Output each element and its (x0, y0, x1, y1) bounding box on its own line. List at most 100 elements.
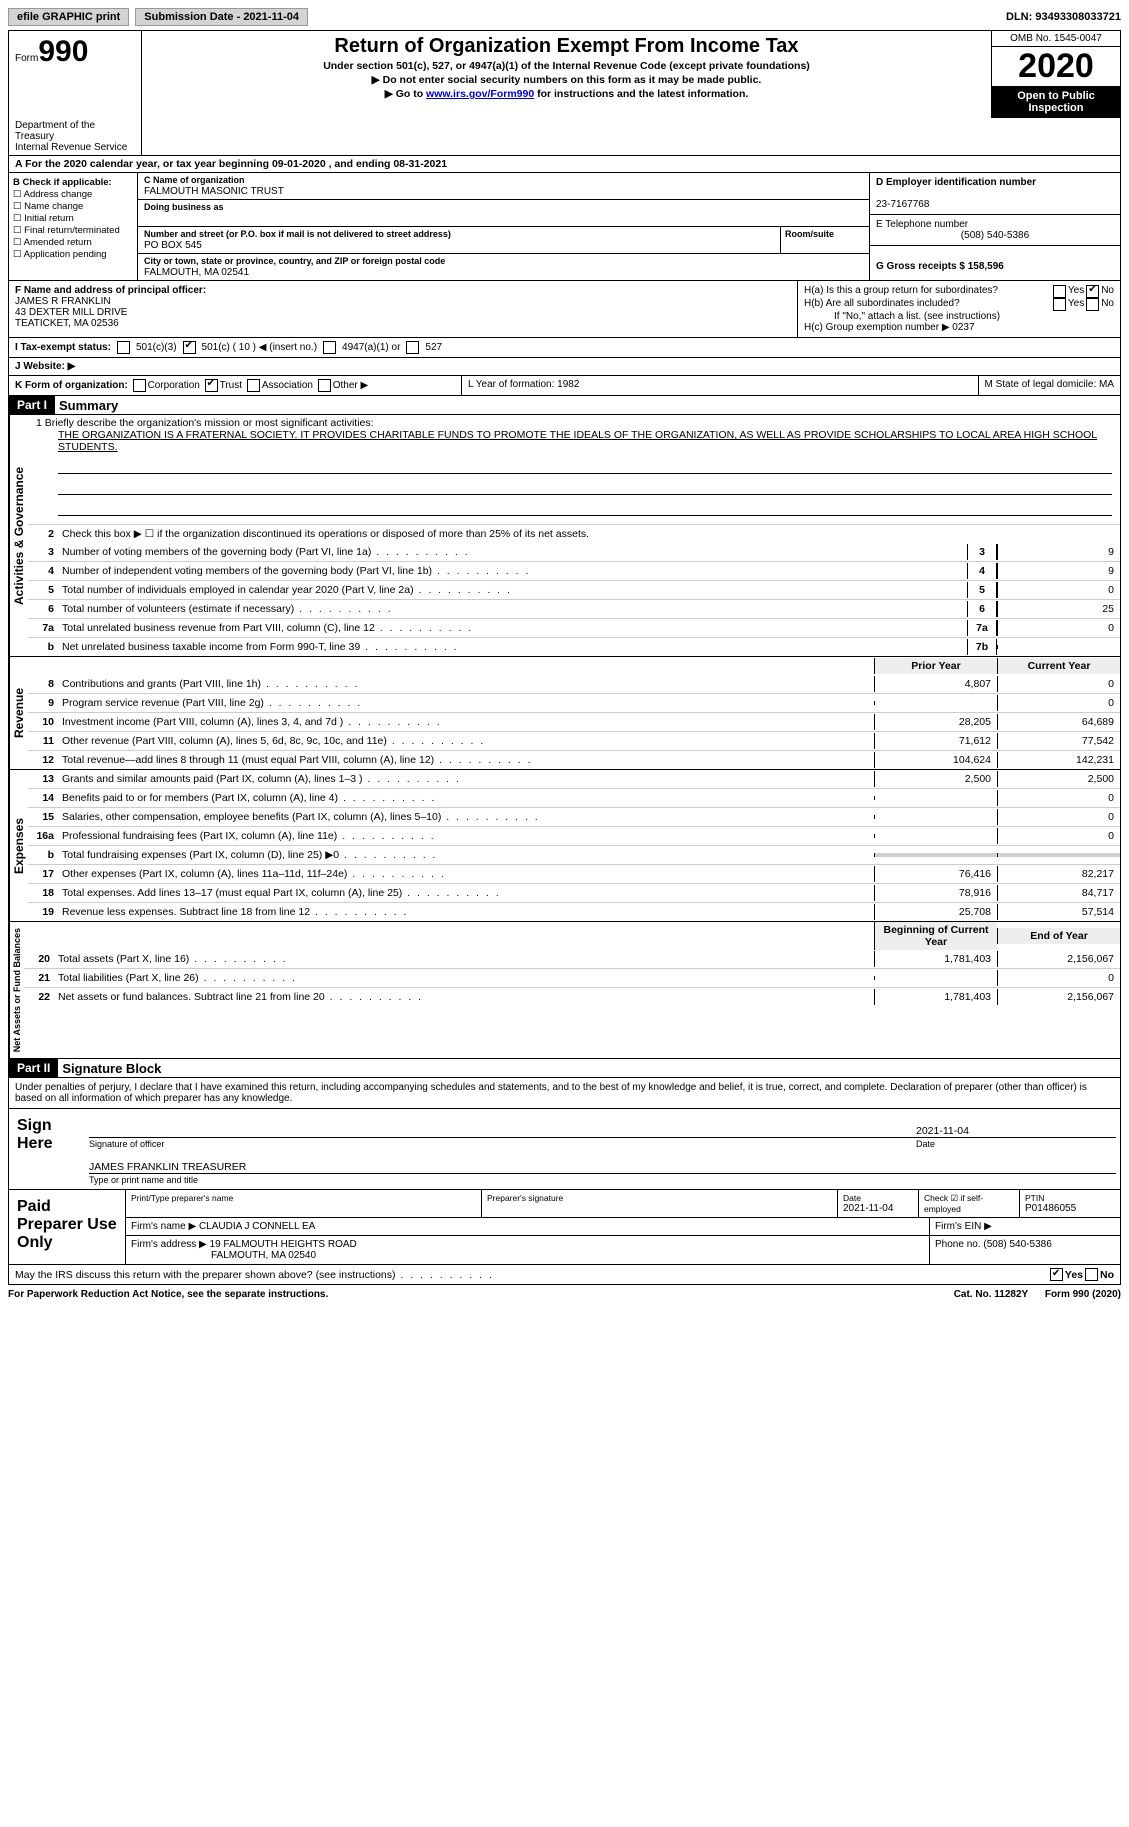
line-17: 17Other expenses (Part IX, column (A), l… (28, 864, 1120, 883)
discuss-no[interactable] (1085, 1268, 1098, 1281)
prep-ptin-cell: PTINP01486055 (1020, 1190, 1120, 1217)
subtitle-2: ▶ Do not enter social security numbers o… (146, 74, 987, 86)
hb-note: If "No," attach a list. (see instruction… (804, 311, 1114, 322)
chk-name-change[interactable]: ☐ Name change (13, 201, 133, 212)
revenue-section: Revenue Prior Year Current Year 8Contrib… (9, 656, 1120, 769)
header-info-block: B Check if applicable: ☐ Address change … (8, 173, 1121, 281)
d-label: D Employer identification number (876, 177, 1036, 188)
chk-address-change[interactable]: ☐ Address change (13, 189, 133, 200)
f-label: F Name and address of principal officer: (15, 285, 206, 296)
dln-label: DLN: 93493308033721 (1006, 11, 1121, 23)
officer-addr1: 43 DEXTER MILL DRIVE (15, 307, 127, 318)
gross-receipts: G Gross receipts $ 158,596 (876, 261, 1004, 272)
c-label: C Name of organization (144, 175, 245, 185)
line-18: 18Total expenses. Add lines 13–17 (must … (28, 883, 1120, 902)
paid-preparer-label: Paid Preparer Use Only (9, 1190, 126, 1264)
firm-name-cell: Firm's name ▶ CLAUDIA J CONNELL EA (126, 1218, 930, 1235)
footer: For Paperwork Reduction Act Notice, see … (8, 1285, 1121, 1304)
hdr-end-year: End of Year (997, 928, 1120, 944)
row-i-tax-exempt: I Tax-exempt status: 501(c)(3) 501(c) ( … (8, 338, 1121, 358)
chk-4947[interactable] (323, 341, 336, 354)
efile-print-button[interactable]: efile GRAPHIC print (8, 8, 129, 26)
net-assets-section: Net Assets or Fund Balances Beginning of… (9, 921, 1120, 1058)
line-3: 3Number of voting members of the governi… (28, 543, 1120, 561)
line-19: 19Revenue less expenses. Subtract line 1… (28, 902, 1120, 921)
hdr-prior-year: Prior Year (874, 658, 997, 674)
chk-association[interactable] (247, 379, 260, 392)
line-12: 12Total revenue—add lines 8 through 11 (… (28, 750, 1120, 769)
line-6: 6Total number of volunteers (estimate if… (28, 599, 1120, 618)
col-d-e-g: D Employer identification number 23-7167… (869, 173, 1120, 280)
firm-addr-cell: Firm's address ▶ 19 FALMOUTH HEIGHTS ROA… (126, 1236, 930, 1264)
expenses-section: Expenses 13Grants and similar amounts pa… (9, 769, 1120, 921)
chk-application-pending[interactable]: ☐ Application pending (13, 249, 133, 260)
line-b: bTotal fundraising expenses (Part IX, co… (28, 845, 1120, 864)
h-cell: H(a) Is this a group return for subordin… (798, 281, 1120, 337)
line-13: 13Grants and similar amounts paid (Part … (28, 770, 1120, 788)
part-1: Part I Summary Activities & Governance 1… (8, 396, 1121, 1059)
form-number: 990 (38, 35, 88, 68)
top-toolbar: efile GRAPHIC print Submission Date - 20… (8, 8, 1121, 26)
addr-label: Number and street (or P.O. box if mail i… (144, 229, 451, 239)
chk-final-return[interactable]: ☐ Final return/terminated (13, 225, 133, 236)
officer-cell: F Name and address of principal officer:… (9, 281, 798, 337)
pra-notice: For Paperwork Reduction Act Notice, see … (8, 1289, 328, 1300)
ein-box: D Employer identification number 23-7167… (870, 173, 1120, 215)
street-address-row: Number and street (or P.O. box if mail i… (138, 227, 869, 254)
line-22: 22Net assets or fund balances. Subtract … (24, 987, 1120, 1006)
prep-date-cell: Date2021-11-04 (838, 1190, 919, 1217)
e-label: E Telephone number (876, 219, 968, 230)
chk-501c3[interactable] (117, 341, 130, 354)
chk-trust[interactable] (205, 379, 218, 392)
hdr-current-year: Current Year (997, 658, 1120, 674)
dept-line2: Internal Revenue Service (15, 142, 127, 153)
irs-link[interactable]: www.irs.gov/Form990 (426, 88, 534, 100)
hb-no[interactable] (1086, 298, 1099, 311)
chk-501c[interactable] (183, 341, 196, 354)
form-number-cell: Form990 (9, 31, 142, 118)
officer-printed-name: JAMES FRANKLIN TREASURER (89, 1161, 246, 1173)
irs-discuss-text: May the IRS discuss this return with the… (15, 1269, 1048, 1281)
dept-line1: Department of the Treasury (15, 120, 95, 142)
line-11: 11Other revenue (Part VIII, column (A), … (28, 731, 1120, 750)
form-title: Return of Organization Exempt From Incom… (146, 35, 987, 58)
mission-text: THE ORGANIZATION IS A FRATERNAL SOCIETY.… (58, 429, 1112, 453)
ha-no[interactable] (1086, 285, 1099, 298)
dba-box: Doing business as (138, 200, 869, 227)
omb-number: OMB No. 1545-0047 (992, 31, 1120, 47)
chk-initial-return[interactable]: ☐ Initial return (13, 213, 133, 224)
chk-amended-return[interactable]: ☐ Amended return (13, 237, 133, 248)
col-b-checkboxes: B Check if applicable: ☐ Address change … (9, 173, 138, 280)
form-prefix: Form (15, 53, 38, 64)
part-2: Part II Signature Block Under penalties … (8, 1059, 1121, 1109)
row-j-website: J Website: ▶ (8, 358, 1121, 376)
submission-date-label: Submission Date - 2021-11-04 (135, 8, 308, 26)
l-year-formation: L Year of formation: 1982 (462, 376, 979, 395)
governance-section: Activities & Governance 1 Briefly descri… (9, 415, 1120, 656)
ein-value: 23-7167768 (876, 199, 929, 210)
ha-yes[interactable] (1053, 285, 1066, 298)
year-box: OMB No. 1545-0047 2020 Open to Public In… (991, 31, 1120, 118)
firm-phone-cell: Phone no. (508) 540-5386 (930, 1236, 1120, 1264)
chk-other[interactable] (318, 379, 331, 392)
phone-box: E Telephone number (508) 540-5386 (870, 215, 1120, 246)
part2-header: Part II (9, 1059, 58, 1077)
chk-527[interactable] (406, 341, 419, 354)
prep-sig-cell: Preparer's signature (482, 1190, 838, 1217)
street-address: PO BOX 545 (144, 240, 202, 251)
line-7a: 7aTotal unrelated business revenue from … (28, 618, 1120, 637)
tab-expenses: Expenses (9, 770, 28, 921)
hb-yes[interactable] (1053, 298, 1066, 311)
k-label: K Form of organization: (15, 380, 128, 391)
hdr-begin-year: Beginning of Current Year (874, 922, 997, 950)
dba-label: Doing business as (144, 202, 224, 212)
dept-treasury: Department of the Treasury Internal Reve… (9, 118, 142, 155)
col-headers-net: Beginning of Current Year End of Year (24, 922, 1120, 950)
goto-prefix: ▶ Go to (385, 88, 426, 100)
row-a-tax-year: A For the 2020 calendar year, or tax yea… (8, 156, 1121, 173)
col-b-label: B Check if applicable: (13, 177, 112, 188)
chk-corporation[interactable] (133, 379, 146, 392)
tab-net-assets: Net Assets or Fund Balances (9, 922, 24, 1058)
discuss-yes[interactable] (1050, 1268, 1063, 1281)
line-4: 4Number of independent voting members of… (28, 561, 1120, 580)
